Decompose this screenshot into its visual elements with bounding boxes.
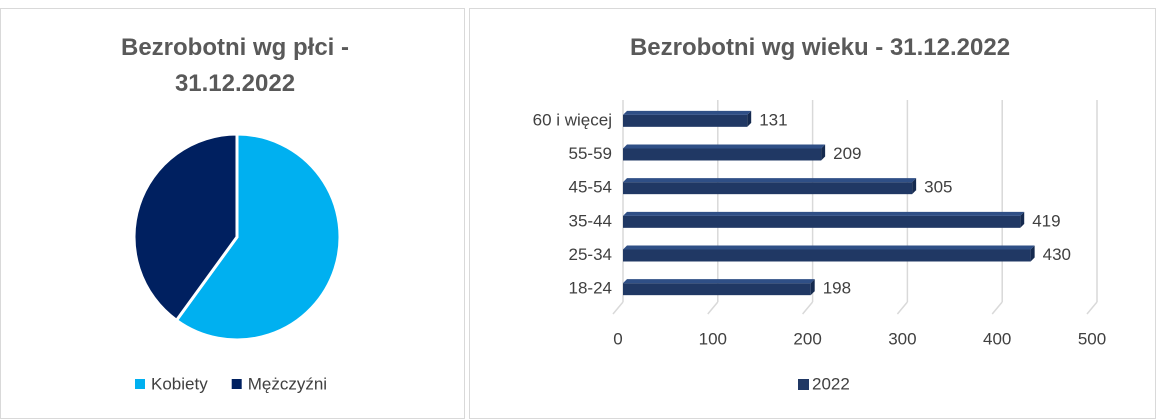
chart-title: Bezrobotni wg wieku - 31.12.2022 (629, 34, 1011, 61)
bar-side (1020, 211, 1025, 228)
y-tick-label: 60 i więcej (533, 110, 612, 129)
y-tick-label: 55-59 (569, 144, 612, 163)
x-tick-label: 100 (699, 329, 727, 348)
bar-top (623, 144, 826, 149)
grid-line (802, 301, 814, 315)
data-label: 131 (759, 110, 787, 129)
bar (623, 182, 913, 195)
legend-label: Mężczyźni (248, 374, 327, 393)
legend-swatch (231, 379, 242, 389)
bar-top (623, 110, 752, 115)
y-tick-label: 35-44 (569, 211, 612, 230)
y-tick-label: 25-34 (569, 245, 612, 264)
bar (623, 249, 1031, 262)
x-tick-label: 0 (613, 329, 622, 348)
x-tick-label: 200 (793, 329, 821, 348)
x-tick-label: 300 (888, 329, 916, 348)
bar (623, 283, 811, 296)
bar (623, 215, 1021, 228)
grid-line (991, 301, 1003, 315)
legend-swatch (135, 379, 145, 389)
data-label: 198 (823, 279, 851, 298)
bar-side (912, 178, 917, 195)
x-tick-label: 400 (983, 329, 1011, 348)
bar-top (623, 279, 815, 284)
grid-line (896, 301, 908, 315)
data-label: 430 (1043, 245, 1071, 264)
bar-side (821, 144, 826, 161)
bar-side (1030, 245, 1035, 262)
grid-line (612, 301, 624, 315)
legend-label: 2022 (812, 374, 850, 393)
data-label: 305 (924, 178, 952, 197)
chart-title: Bezrobotni wg płci - 31.12.2022 (121, 34, 349, 97)
bar (623, 148, 822, 161)
data-label: 209 (833, 144, 861, 163)
bar-top (623, 245, 1035, 250)
y-tick-label: 18-24 (569, 279, 612, 298)
x-tick-label: 500 (1078, 329, 1106, 348)
data-label: 419 (1032, 211, 1060, 230)
bar-side (810, 279, 815, 296)
y-tick-label: 45-54 (569, 178, 612, 197)
bar-side (747, 110, 752, 127)
pie-slice (174, 132, 342, 342)
bar (623, 114, 748, 127)
bar-top (623, 178, 917, 183)
grid-line (707, 301, 719, 315)
bar-top (623, 211, 1025, 216)
grid-line (1086, 301, 1098, 315)
legend-swatch (798, 379, 809, 390)
legend-label: Kobiety (151, 374, 208, 393)
pie-slice (132, 132, 239, 323)
